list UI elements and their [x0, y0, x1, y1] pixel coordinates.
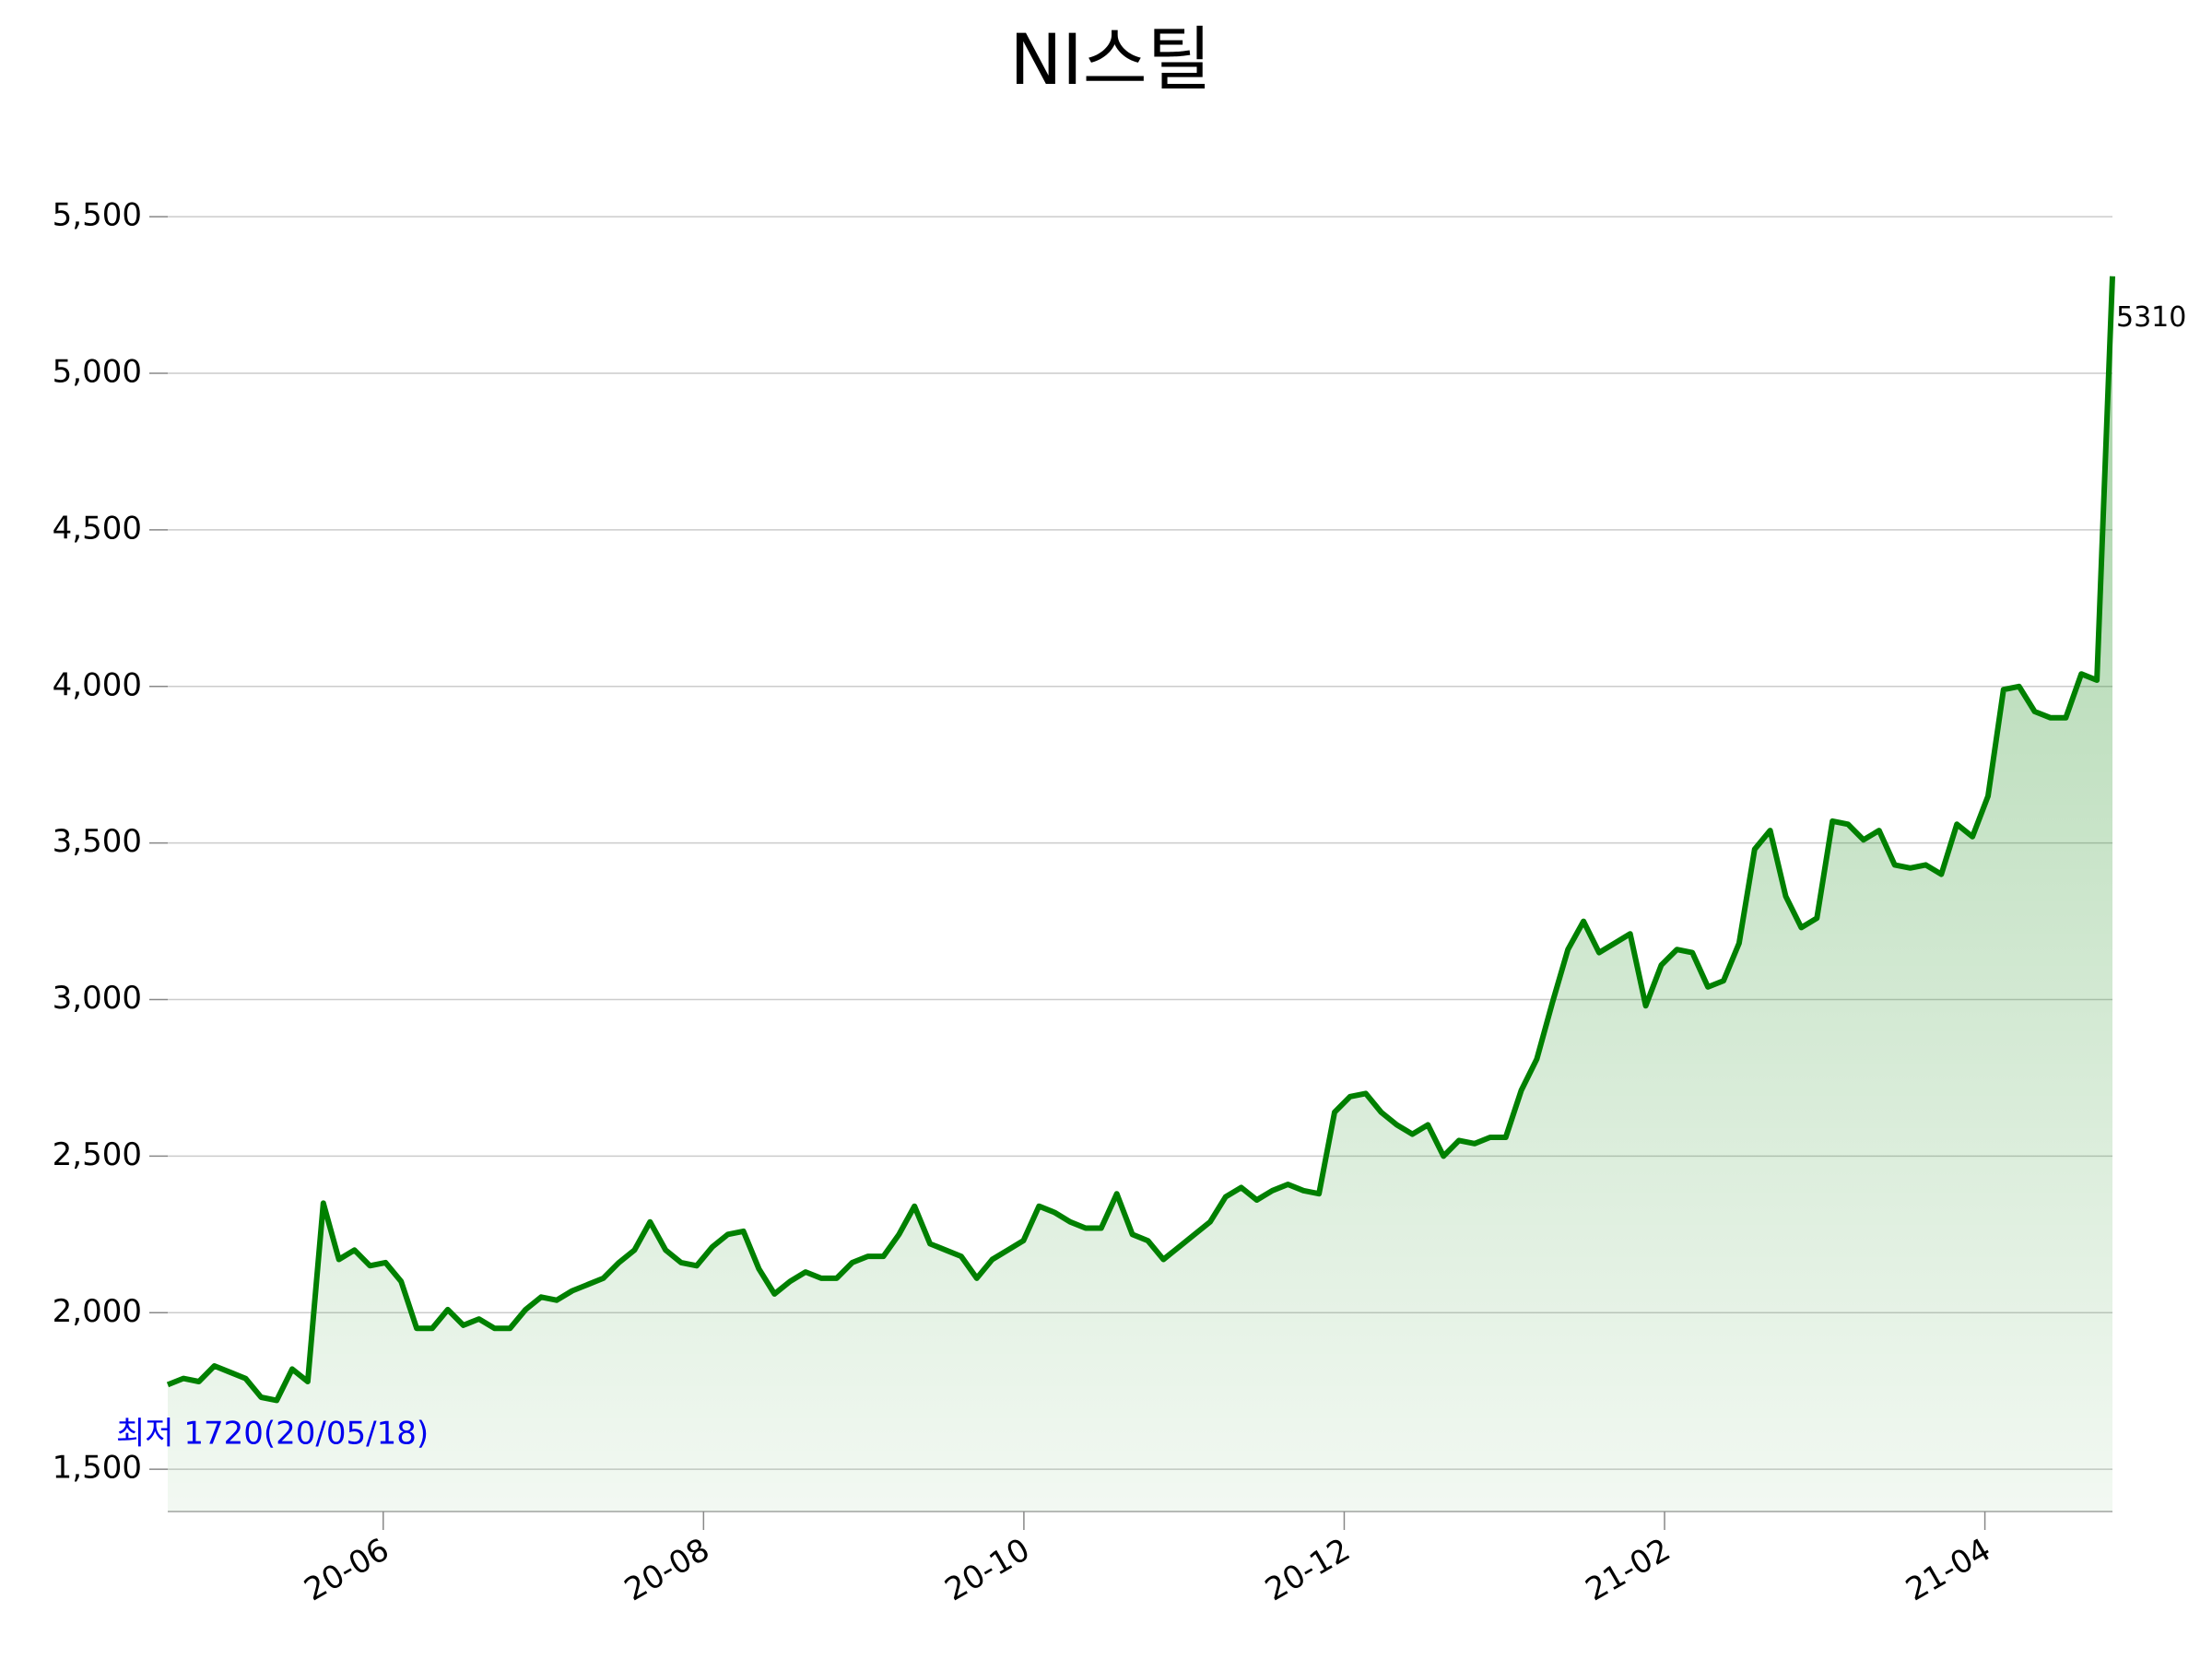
y-tick-label: 3,000 — [53, 980, 142, 1017]
y-tick-label: 4,500 — [53, 510, 142, 547]
y-tick-label: 4,000 — [53, 666, 142, 703]
x-tick-label: 20-08 — [618, 1531, 716, 1608]
area — [168, 276, 2112, 1512]
line — [166, 276, 2115, 1404]
y-tick-label: 5,000 — [53, 354, 142, 391]
x-tick-label: 20-06 — [298, 1531, 395, 1608]
last-value-label: 5310 — [2116, 301, 2186, 334]
y-tick-label: 3,500 — [53, 823, 142, 860]
x-tick-label: 21-02 — [1580, 1531, 1677, 1608]
annotation: 최저 1720(20/05/18) — [116, 1416, 429, 1453]
x-tick-label: 21-04 — [1900, 1531, 1997, 1608]
x-tick-label: 20-12 — [1259, 1531, 1357, 1608]
y-tick-label: 5,500 — [53, 197, 142, 234]
y-tick-label: 1,500 — [53, 1450, 142, 1487]
x-tick-label: 20-10 — [939, 1531, 1037, 1608]
y-tick-label: 2,500 — [53, 1136, 142, 1173]
y-tick-label: 2,000 — [53, 1293, 142, 1330]
chart-title: NI스틸 — [1009, 18, 1211, 100]
